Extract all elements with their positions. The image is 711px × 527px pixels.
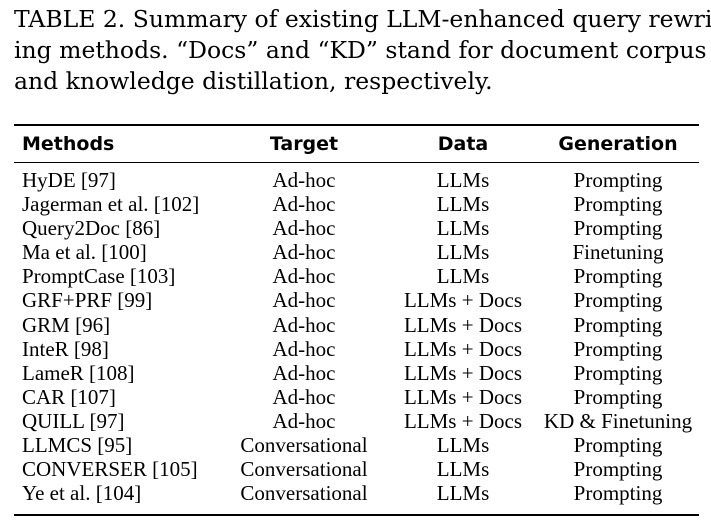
data-cell: LLMs + Docs — [403, 336, 522, 361]
table-row: PromptCase [103] Ad-hoc LLMs Prompting — [14, 264, 699, 288]
target-cell: Ad-hoc — [272, 168, 336, 192]
header-data: Data — [437, 133, 489, 155]
table-row: InteR [98] Ad-hoc LLMs + Docs Prompting — [14, 337, 699, 361]
data-cell: LLMs — [436, 192, 490, 217]
method-cell: GRF+PRF [99] — [22, 288, 153, 313]
table-row: Ma et al. [100] Ad-hoc LLMs Finetuning — [14, 240, 699, 264]
generation-cell: Prompting — [573, 216, 663, 241]
generation-cell: Prompting — [573, 192, 663, 217]
method-cell: LameR [108] — [22, 360, 135, 385]
target-cell: Ad-hoc — [272, 384, 336, 409]
data-cell: LLMs — [436, 457, 490, 482]
generation-cell: Prompting — [573, 264, 663, 289]
data-cell: LLMs — [436, 168, 490, 192]
generation-cell: Prompting — [573, 433, 663, 458]
method-cell: Ye et al. [104] — [22, 481, 142, 506]
table-row: GRF+PRF [99] Ad-hoc LLMs + Docs Promptin… — [14, 288, 699, 312]
table-row: LameR [108] Ad-hoc LLMs + Docs Prompting — [14, 361, 699, 385]
method-cell: PromptCase [103] — [22, 264, 176, 289]
generation-cell: Prompting — [573, 288, 663, 313]
target-cell: Ad-hoc — [272, 192, 336, 217]
target-cell: Ad-hoc — [272, 360, 336, 385]
table-row: Query2Doc [86] Ad-hoc LLMs Prompting — [14, 216, 699, 240]
data-cell: LLMs + Docs — [403, 384, 522, 409]
target-cell: Ad-hoc — [272, 264, 336, 289]
target-cell: Ad-hoc — [272, 408, 336, 433]
caption-line: and knowledge distillation, respectively… — [14, 67, 493, 95]
target-cell: Ad-hoc — [272, 312, 336, 337]
data-cell: LLMs + Docs — [403, 360, 522, 385]
table-row: CAR [107] Ad-hoc LLMs + Docs Prompting — [14, 385, 699, 409]
generation-cell: Prompting — [573, 481, 663, 506]
method-cell: InteR [98] — [22, 336, 109, 361]
method-cell: Ma et al. [100] — [22, 240, 147, 265]
generation-cell: Prompting — [573, 457, 663, 482]
target-cell: Ad-hoc — [272, 216, 336, 241]
data-cell: LLMs — [436, 240, 490, 265]
target-cell: Ad-hoc — [272, 240, 336, 265]
method-cell: CAR [107] — [22, 384, 116, 409]
table-row: GRM [96] Ad-hoc LLMs + Docs Prompting — [14, 313, 699, 337]
method-cell: QUILL [97] — [22, 408, 125, 433]
generation-cell: Prompting — [573, 312, 663, 337]
table-row: LLMCS [95] Conversational LLMs Prompting — [14, 433, 699, 457]
data-cell: LLMs + Docs — [403, 408, 522, 433]
header-target: Target — [269, 133, 339, 155]
data-cell: LLMs — [436, 264, 490, 289]
method-cell: Query2Doc [86] — [22, 216, 161, 241]
top-rule — [14, 124, 699, 126]
method-cell: CONVERSER [105] — [22, 457, 198, 482]
data-cell: LLMs — [436, 216, 490, 241]
methods-table: Methods Target Data Generation HyDE [97]… — [14, 126, 699, 505]
generation-cell: KD & Finetuning — [543, 408, 693, 433]
header-generation: Generation — [558, 133, 678, 155]
data-cell: LLMs + Docs — [403, 288, 522, 313]
data-cell: LLMs + Docs — [403, 312, 522, 337]
target-cell: Ad-hoc — [272, 288, 336, 313]
table-row: Jagerman et al. [102] Ad-hoc LLMs Prompt… — [14, 192, 699, 216]
method-cell: HyDE [97] — [22, 168, 116, 192]
method-cell: GRM [96] — [22, 312, 111, 337]
table-row: Ye et al. [104] Conversational LLMs Prom… — [14, 481, 699, 505]
data-cell: LLMs — [436, 481, 490, 506]
generation-cell: Prompting — [573, 384, 663, 409]
generation-cell: Prompting — [573, 360, 663, 385]
header-row: Methods Target Data Generation — [14, 126, 699, 162]
table-row: CONVERSER [105] Conversational LLMs Prom… — [14, 457, 699, 481]
data-cell: LLMs — [436, 433, 490, 458]
caption-line: ing methods. “Docs” and “KD” stand for d… — [14, 36, 707, 64]
table-caption: TABLE 2. Summary of existing LLM-enhance… — [14, 4, 711, 97]
table-row: HyDE [97] Ad-hoc LLMs Prompting — [14, 162, 699, 192]
generation-cell: Prompting — [573, 168, 663, 192]
target-cell: Conversational — [240, 481, 368, 506]
target-cell: Ad-hoc — [272, 336, 336, 361]
target-cell: Conversational — [240, 457, 368, 482]
generation-cell: Finetuning — [572, 240, 664, 265]
caption-line: TABLE 2. Summary of existing LLM-enhance… — [14, 5, 711, 33]
header-methods: Methods — [22, 133, 115, 155]
bottom-rule — [14, 514, 699, 516]
generation-cell: Prompting — [573, 336, 663, 361]
header-rule — [14, 162, 699, 163]
table-row: QUILL [97] Ad-hoc LLMs + Docs KD & Finet… — [14, 409, 699, 433]
method-cell: Jagerman et al. [102] — [22, 192, 200, 217]
target-cell: Conversational — [240, 433, 368, 458]
method-cell: LLMCS [95] — [22, 433, 133, 458]
